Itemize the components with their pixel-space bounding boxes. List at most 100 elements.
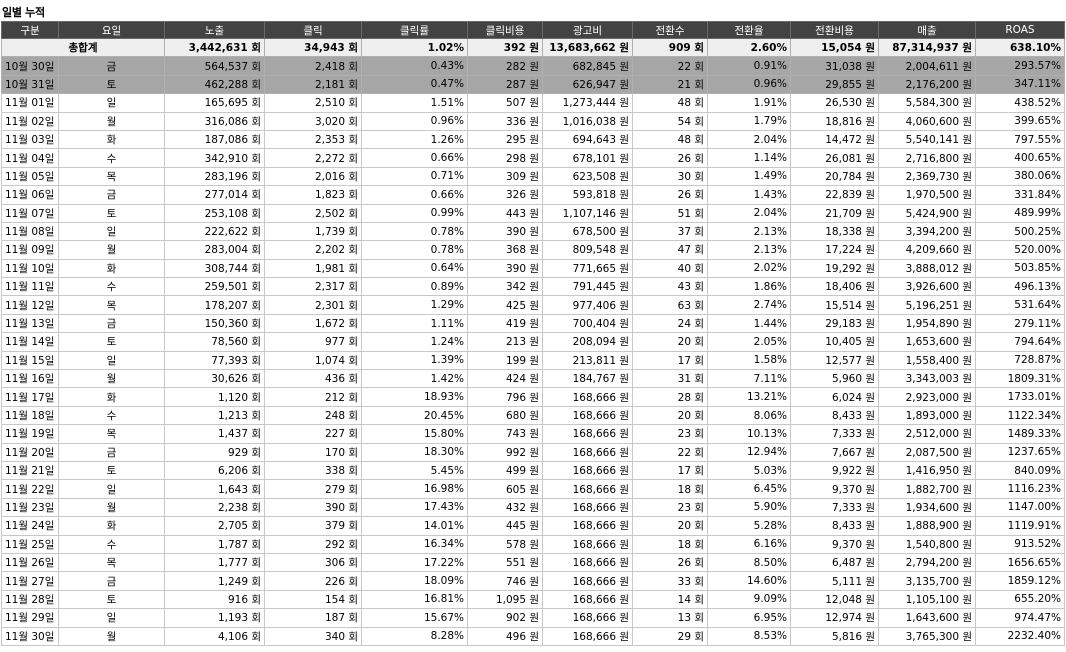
table-cell: 수	[58, 534, 165, 554]
table-cell: 77,393 회	[164, 350, 265, 371]
table-cell: 22 회	[632, 442, 708, 462]
table-cell: 154 회	[264, 589, 362, 610]
table-row: 11월 27일 금 1,249 회 226 회 18.09% 746 원 168,666 원…	[1, 571, 1065, 591]
table-cell: 1,107,146 원	[542, 203, 633, 223]
table-cell: 168,666 원	[542, 497, 633, 518]
table-cell: 월	[58, 497, 165, 518]
table-cell: 목	[58, 424, 165, 444]
table-cell: 253,108 회	[164, 203, 265, 223]
table-cell: 22,839 원	[790, 185, 879, 205]
table-cell: 287 원	[467, 74, 543, 95]
table-cell: 380.06%	[975, 166, 1065, 187]
table-cell: 7,333 원	[790, 497, 879, 518]
table-cell: 29,183 원	[790, 313, 879, 334]
table-cell: 1.43%	[707, 185, 791, 205]
col-header-weekday[interactable]: 요일	[58, 21, 165, 39]
table-cell: 54 회	[632, 111, 708, 131]
table-cell: 1.24%	[361, 332, 468, 352]
col-header-roas[interactable]: ROAS	[975, 21, 1065, 39]
table-cell: 0.91%	[707, 56, 791, 76]
table-cell: 259,501 회	[164, 277, 265, 297]
table-cell: 282 원	[467, 56, 543, 76]
table-cell: 5,584,300 원	[878, 93, 976, 113]
col-header-impressions[interactable]: 노출	[164, 21, 265, 39]
table-cell: 2,016 회	[264, 166, 362, 187]
table-cell: 11월 16일	[1, 369, 59, 389]
col-header-cost-per-conversion[interactable]: 전환비용	[790, 21, 879, 39]
table-cell: 1.29%	[361, 295, 468, 315]
table-cell: 1.49%	[707, 166, 791, 187]
table-cell: 489.99%	[975, 203, 1065, 223]
table-cell: 623,508 원	[542, 166, 633, 187]
table-cell: 436 회	[264, 369, 362, 389]
col-header-clicks[interactable]: 클릭	[264, 21, 362, 39]
table-cell: 626,947 원	[542, 74, 633, 95]
table-cell: 342 원	[467, 277, 543, 297]
table-cell: 43 회	[632, 277, 708, 297]
total-cell: 87,314,937 원	[878, 37, 976, 58]
total-cell: 2.60%	[707, 37, 791, 58]
table-cell: 금	[58, 571, 165, 591]
table-cell: 14.01%	[361, 516, 468, 536]
table-cell: 0.66%	[361, 148, 468, 168]
table-cell: 336 원	[467, 111, 543, 131]
table-cell: 11월 20일	[1, 442, 59, 462]
table-cell: 일	[58, 350, 165, 371]
table-cell: 11월 04일	[1, 148, 59, 168]
col-header-cpc[interactable]: 클릭비용	[467, 21, 543, 39]
table-cell: 1147.00%	[975, 497, 1065, 518]
table-cell: 3,343,003 원	[878, 369, 976, 389]
total-cell: 34,943 회	[264, 37, 362, 58]
table-cell: 0.66%	[361, 185, 468, 205]
table-cell: 5,540,141 원	[878, 129, 976, 150]
table-row: 11월 16일 월 30,626 회 436 회 1.42% 424 원 184,767 원…	[1, 369, 1065, 389]
table-cell: 277,014 회	[164, 185, 265, 205]
col-header-conversions[interactable]: 전환수	[632, 21, 708, 39]
table-cell: 11월 09일	[1, 240, 59, 260]
table-cell: 수	[58, 277, 165, 297]
table-cell: 일	[58, 221, 165, 242]
table-cell: 1,193 회	[164, 608, 265, 628]
col-header-ad-cost[interactable]: 광고비	[542, 21, 633, 39]
table-row: 11월 04일 수 342,910 회 2,272 회 0.66% 298 원 678,10…	[1, 148, 1065, 168]
table-cell: 2,716,800 원	[878, 148, 976, 168]
table-cell: 23 회	[632, 424, 708, 444]
table-cell: 1,249 회	[164, 571, 265, 591]
table-cell: 390 회	[264, 497, 362, 518]
total-cell: 392 원	[467, 37, 543, 58]
table-cell: 11월 18일	[1, 405, 59, 426]
col-header-conversion-rate[interactable]: 전환율	[707, 21, 791, 39]
table-cell: 520.00%	[975, 240, 1065, 260]
table-cell: 20 회	[632, 332, 708, 352]
table-cell: 1.42%	[361, 369, 468, 389]
daily-cumulative-table: 구분 요일 노출 클릭 클릭률 클릭비용 광고비 전환수 전환율 전환비용 매출…	[1, 21, 1065, 646]
table-cell: 298 원	[467, 148, 543, 168]
table-cell: 화	[58, 129, 165, 150]
table-cell: 809,548 원	[542, 240, 633, 260]
table-cell: 12,577 원	[790, 350, 879, 371]
table-cell: 16.98%	[361, 479, 468, 499]
table-cell: 18,406 원	[790, 277, 879, 297]
col-header-division[interactable]: 구분	[1, 21, 59, 39]
table-cell: 5.28%	[707, 516, 791, 536]
table-cell: 19,292 원	[790, 258, 879, 279]
table-cell: 796 원	[467, 387, 543, 407]
col-header-revenue[interactable]: 매출	[878, 21, 976, 39]
table-cell: 2,004,611 원	[878, 56, 976, 76]
table-cell: 331.84%	[975, 185, 1065, 205]
table-cell: 1.79%	[707, 111, 791, 131]
table-cell: 974.47%	[975, 608, 1065, 628]
table-cell: 목	[58, 166, 165, 187]
col-header-ctr[interactable]: 클릭률	[361, 21, 468, 39]
table-cell: 금	[58, 442, 165, 462]
table-row: 11월 29일 일 1,193 회 187 회 15.67% 902 원 168,666 원…	[1, 608, 1065, 628]
table-cell: 수	[58, 405, 165, 426]
table-cell: 168,666 원	[542, 589, 633, 610]
table-cell: 168,666 원	[542, 552, 633, 573]
table-cell: 295 원	[467, 129, 543, 150]
table-cell: 5.03%	[707, 460, 791, 481]
table-row: 11월 24일 화 2,705 회 379 회 14.01% 445 원 168,666 원…	[1, 516, 1065, 536]
table-cell: 168,666 원	[542, 608, 633, 628]
table-cell: 2,418 회	[264, 56, 362, 76]
table-row: 11월 06일 금 277,014 회 1,823 회 0.66% 326 원 593,81…	[1, 185, 1065, 205]
